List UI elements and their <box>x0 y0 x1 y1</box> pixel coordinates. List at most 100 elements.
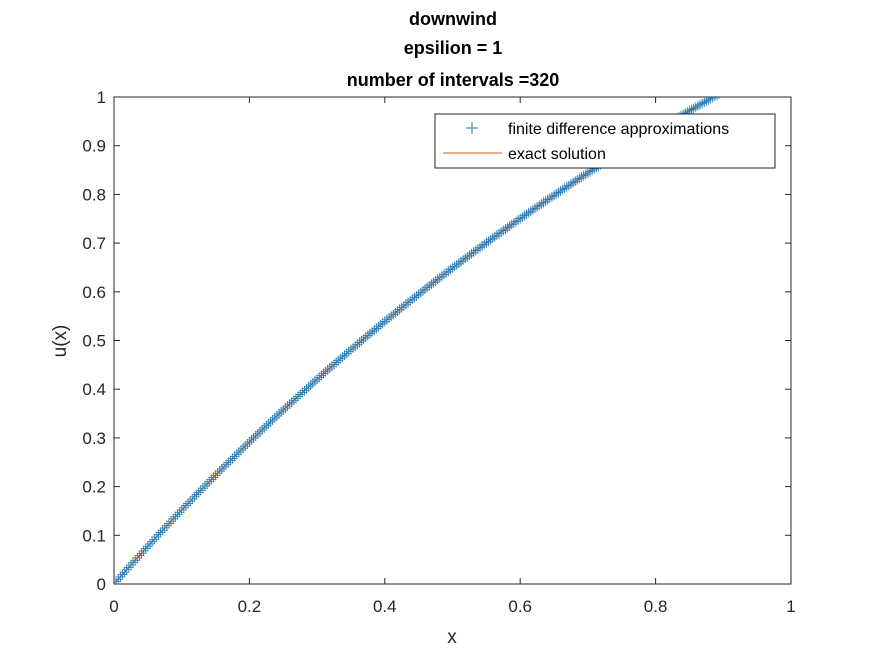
fd-marker <box>189 491 200 502</box>
fd-marker <box>254 426 265 437</box>
fd-marker <box>238 443 249 454</box>
fd-marker <box>572 174 583 185</box>
fd-marker <box>138 545 149 556</box>
fd-marker <box>750 69 760 79</box>
fd-marker <box>176 505 187 516</box>
fd-marker <box>257 424 268 435</box>
fd-marker <box>280 403 291 414</box>
fd-marker <box>136 548 147 559</box>
fd-marker <box>204 476 215 487</box>
fd-marker <box>161 520 172 531</box>
fd-marker <box>115 571 126 582</box>
fd-marker <box>123 562 134 573</box>
fd-marker <box>744 73 754 83</box>
fd-marker <box>695 99 706 110</box>
fd-marker <box>132 552 143 563</box>
fd-marker <box>276 406 287 417</box>
fd-marker <box>225 455 236 466</box>
fd-marker <box>555 186 566 197</box>
fd-marker <box>742 74 752 84</box>
fd-marker <box>773 57 783 67</box>
fd-marker <box>274 408 285 419</box>
fd-marker <box>114 574 124 584</box>
fd-marker <box>153 529 164 540</box>
fd-marker <box>748 70 758 80</box>
fd-marker <box>231 449 242 460</box>
fd-marker <box>701 97 712 107</box>
fd-marker <box>195 485 206 496</box>
fd-marker <box>271 410 282 421</box>
fd-marker <box>727 82 737 92</box>
fd-marker <box>765 62 775 72</box>
fd-marker <box>142 541 153 552</box>
fd-marker <box>720 85 730 95</box>
fd-marker <box>561 181 572 192</box>
y-tick-label: 0.8 <box>82 185 106 204</box>
fd-marker <box>282 401 293 412</box>
fd-marker <box>299 385 310 396</box>
fd-marker <box>219 461 230 472</box>
fd-marker <box>144 538 155 549</box>
x-tick-label: 0.6 <box>508 597 532 616</box>
fd-marker <box>170 511 181 522</box>
fd-marker <box>193 487 204 498</box>
fd-marker <box>546 191 557 202</box>
fd-marker <box>697 98 708 109</box>
fd-marker <box>140 543 151 554</box>
legend-marker-fd <box>466 122 478 134</box>
chart-title-line-2: epsilion = 1 <box>404 38 503 58</box>
fd-marker <box>242 439 253 450</box>
fd-marker <box>686 104 697 115</box>
fd-marker <box>202 478 213 489</box>
fd-marker <box>756 66 766 76</box>
fd-marker <box>784 52 794 62</box>
fd-marker <box>284 399 295 410</box>
fd-marker <box>720 97 722 98</box>
fd-marker <box>250 430 261 441</box>
fd-marker <box>119 567 130 578</box>
fd-marker <box>746 72 756 82</box>
fd-marker <box>208 472 219 483</box>
fd-marker <box>117 569 128 580</box>
fd-marker <box>574 173 585 184</box>
x-axis-label: x <box>447 627 457 648</box>
fd-marker <box>187 494 198 505</box>
fd-marker <box>707 97 718 103</box>
plot-area <box>113 96 792 585</box>
y-tick-label: 1 <box>97 88 106 107</box>
fd-marker <box>210 470 221 481</box>
fd-marker <box>570 176 581 187</box>
fd-marker <box>221 459 232 470</box>
fd-marker <box>563 180 574 191</box>
fd-marker <box>121 564 132 575</box>
fd-marker <box>534 200 545 211</box>
fd-marker <box>159 522 170 533</box>
fd-marker <box>565 179 576 190</box>
fd-marker <box>523 207 534 218</box>
fd-marker <box>151 532 162 543</box>
fd-marker <box>229 451 240 462</box>
fd-marker <box>578 170 589 181</box>
fd-marker <box>305 379 316 390</box>
fd-marker <box>227 453 238 464</box>
fd-marker <box>576 172 587 183</box>
x-tick-label: 0.4 <box>373 597 397 616</box>
fd-marker <box>286 397 297 408</box>
fd-marker <box>178 502 189 513</box>
fd-marker <box>149 534 160 545</box>
finite-difference-series <box>114 51 796 584</box>
fd-marker <box>288 395 299 406</box>
fd-marker <box>763 63 773 73</box>
legend: finite difference approximations exact s… <box>434 113 776 169</box>
fd-marker <box>786 51 796 61</box>
fd-marker <box>703 97 714 105</box>
fd-marker <box>735 77 745 87</box>
fd-marker <box>754 67 764 77</box>
fd-marker <box>557 184 568 195</box>
y-tick-label: 0.7 <box>82 234 106 253</box>
fd-marker <box>761 64 771 74</box>
fd-marker <box>705 97 716 104</box>
fd-marker <box>164 518 175 529</box>
fd-marker <box>174 507 185 518</box>
